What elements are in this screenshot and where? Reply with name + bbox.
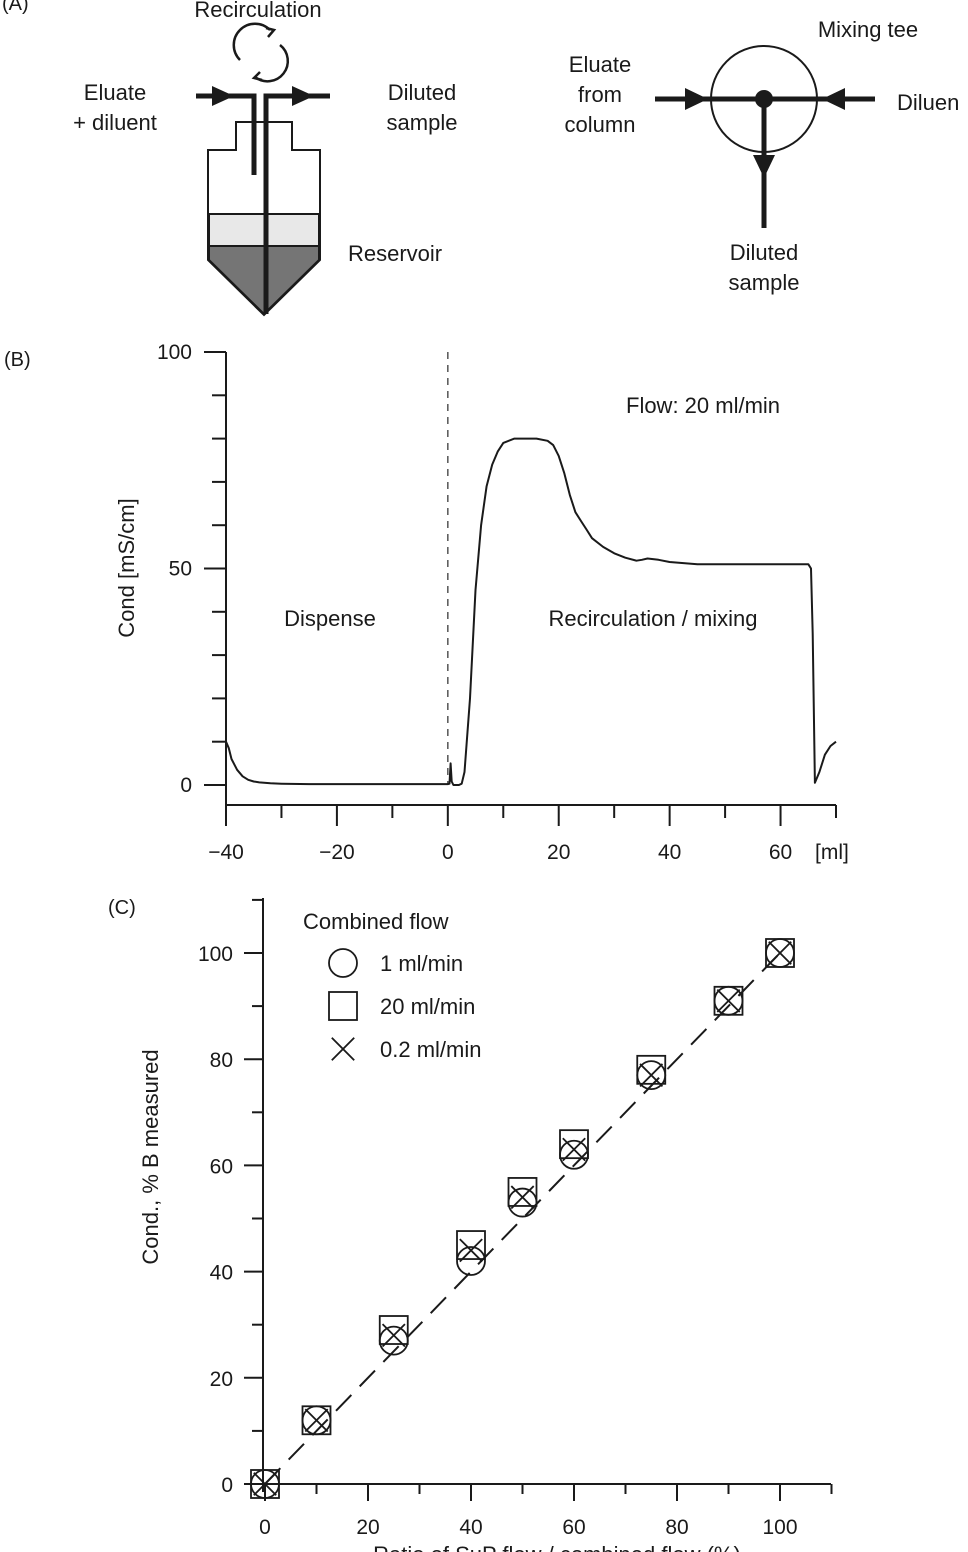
recirculation-icon xyxy=(232,22,290,83)
chart-c-point-circle xyxy=(507,1187,538,1218)
chart-b-x-tick-label: 40 xyxy=(658,841,681,864)
chart-b-x-tick-label: 20 xyxy=(547,841,570,864)
chart-c-x-tick-label: 20 xyxy=(356,1516,379,1539)
chart-b-ticks: 0 50 100 −40 −20 0 20 40 60 xyxy=(157,341,837,864)
chart-c-point-x xyxy=(510,1185,535,1210)
eluate-diluent-label-1: Eluate xyxy=(84,80,146,105)
legend-title: Combined flow xyxy=(303,909,449,934)
panel-c-label: (C) xyxy=(108,897,136,919)
reservoir-diagram: Recirculation Eluate + diluent Diluted s… xyxy=(73,0,458,317)
chart-c-point-x xyxy=(768,941,792,965)
chart-c-y-tick-label: 80 xyxy=(210,1049,233,1072)
chart-c-point-x xyxy=(639,1063,664,1087)
chart-b-x-tick-label: −40 xyxy=(208,841,244,864)
chart-b-y-tick-label: 50 xyxy=(169,558,192,581)
diluted-sample-label-2: sample xyxy=(387,110,458,135)
chart-c-axes xyxy=(262,898,831,1492)
chart-c-point-square xyxy=(765,938,795,968)
eluate-arrow-icon xyxy=(685,88,708,110)
chart-c-x-tick-label: 60 xyxy=(562,1516,585,1539)
chart-c-point-square xyxy=(507,1177,538,1207)
chart-c-point-square xyxy=(301,1405,332,1436)
chart-b-x-unit: [ml] xyxy=(815,841,849,864)
legend-label: 1 ml/min xyxy=(380,951,463,976)
legend-marker-square xyxy=(328,991,358,1021)
chart-c-point-circle xyxy=(456,1246,486,1276)
eluate-diluent-label-2: + diluent xyxy=(73,110,157,135)
eluate-from-column-label-1: Eluate xyxy=(569,52,631,77)
tee-diluted-sample-label-1: Diluted xyxy=(730,240,798,265)
chart-c-ticks: 0 20 40 60 80 100 0 20 40 60 80 100 xyxy=(198,898,833,1539)
mixing-tee-label: Mixing tee xyxy=(818,17,918,42)
chart-c-point-square xyxy=(636,1054,667,1085)
legend-marker-circle xyxy=(328,948,358,978)
chart-c-point-x xyxy=(304,1408,329,1433)
chart-b-y-tick-label: 0 xyxy=(180,774,192,797)
chart-c-point-x xyxy=(562,1137,586,1162)
mixing-tee-junction xyxy=(755,90,773,108)
mixing-tee-diagram: Mixing tee Eluate from column Diluen Dil… xyxy=(565,17,960,295)
chart-b-dispense-label: Dispense xyxy=(284,606,376,631)
chart-c-reference-line xyxy=(264,952,781,1485)
diluent-label: Diluen xyxy=(897,90,959,115)
chart-c-y-tick-label: 60 xyxy=(210,1155,233,1178)
panel-a: (A) Recirculation Eluate + diluent Dilut… xyxy=(2,0,960,317)
chart-c-y-tick-label: 40 xyxy=(210,1262,233,1285)
diluted-sample-arrow-icon xyxy=(753,155,775,178)
chart-b-x-tick-label: 0 xyxy=(442,841,454,864)
chart-c-point-x xyxy=(381,1323,406,1348)
chart-c-x-tick-label: 100 xyxy=(762,1516,797,1539)
chart-c-point-x xyxy=(459,1238,483,1263)
chart-c-x-title: Ratio of SuP flow / combined flow (%) xyxy=(373,1542,741,1552)
chart-c-plot xyxy=(250,938,795,1499)
chart-c-x-tick-label: 80 xyxy=(665,1516,688,1539)
chart-c-point-square xyxy=(713,985,744,1016)
chart-c-y-tick-label: 0 xyxy=(221,1474,233,1497)
legend-entries: 1 ml/min 20 ml/min 0.2 ml/min xyxy=(328,948,481,1062)
chart-c-point-square xyxy=(378,1315,409,1345)
recirculation-label: Recirculation xyxy=(194,0,321,22)
chart-b-x-tick-label: −20 xyxy=(319,841,355,864)
chart-c-point-square xyxy=(559,1129,589,1160)
chart-c-legend: Combined flow 1 ml/min 20 ml/min 0.2 ml/mi… xyxy=(303,909,481,1062)
chart-c-y-tick-label: 20 xyxy=(210,1368,233,1391)
legend-label: 0.2 ml/min xyxy=(380,1037,481,1062)
chart-c-point-x xyxy=(716,988,741,1013)
chart-b-series-line xyxy=(226,437,837,786)
chart-b-y-title: Cond [mS/cm] xyxy=(114,498,139,637)
chart-c-point-square xyxy=(250,1469,280,1499)
chart-b-x-tick-label: 60 xyxy=(769,841,792,864)
chart-b-recirc-label: Recirculation / mixing xyxy=(548,606,757,631)
chart-b-flow-annotation: Flow: 20 ml/min xyxy=(626,393,780,418)
panel-a-label: (A) xyxy=(2,0,29,15)
diluent-arrow-icon xyxy=(822,88,845,110)
eluate-from-column-label-3: column xyxy=(565,112,636,137)
chart-c: (C) Cond., % B measured Ratio of SuP flo… xyxy=(108,897,833,1552)
chart-c-point-square xyxy=(456,1230,486,1260)
outlet-arrow-icon xyxy=(292,86,314,106)
chart-c-x-tick-label: 0 xyxy=(259,1516,271,1539)
chart-b: (B) Cond [mS/cm] Flow: 20 ml/min Dispens… xyxy=(4,341,849,864)
reservoir-label: Reservoir xyxy=(348,241,442,266)
diluted-sample-label-1: Diluted xyxy=(388,80,456,105)
chart-b-y-tick-label: 100 xyxy=(157,341,192,364)
panel-b-label: (B) xyxy=(4,349,31,371)
chart-c-point-x xyxy=(253,1472,277,1496)
chart-c-y-title: Cond., % B measured xyxy=(138,1049,163,1264)
tee-diluted-sample-label-2: sample xyxy=(729,270,800,295)
chart-c-y-tick-label: 100 xyxy=(198,943,233,966)
inlet-arrow-icon xyxy=(212,86,234,106)
legend-label: 20 ml/min xyxy=(380,994,475,1019)
chart-b-axes xyxy=(225,352,836,806)
chart-c-x-tick-label: 40 xyxy=(459,1516,482,1539)
chart-b-plot xyxy=(226,352,837,786)
eluate-from-column-label-2: from xyxy=(578,82,622,107)
legend-marker-x xyxy=(331,1037,355,1061)
